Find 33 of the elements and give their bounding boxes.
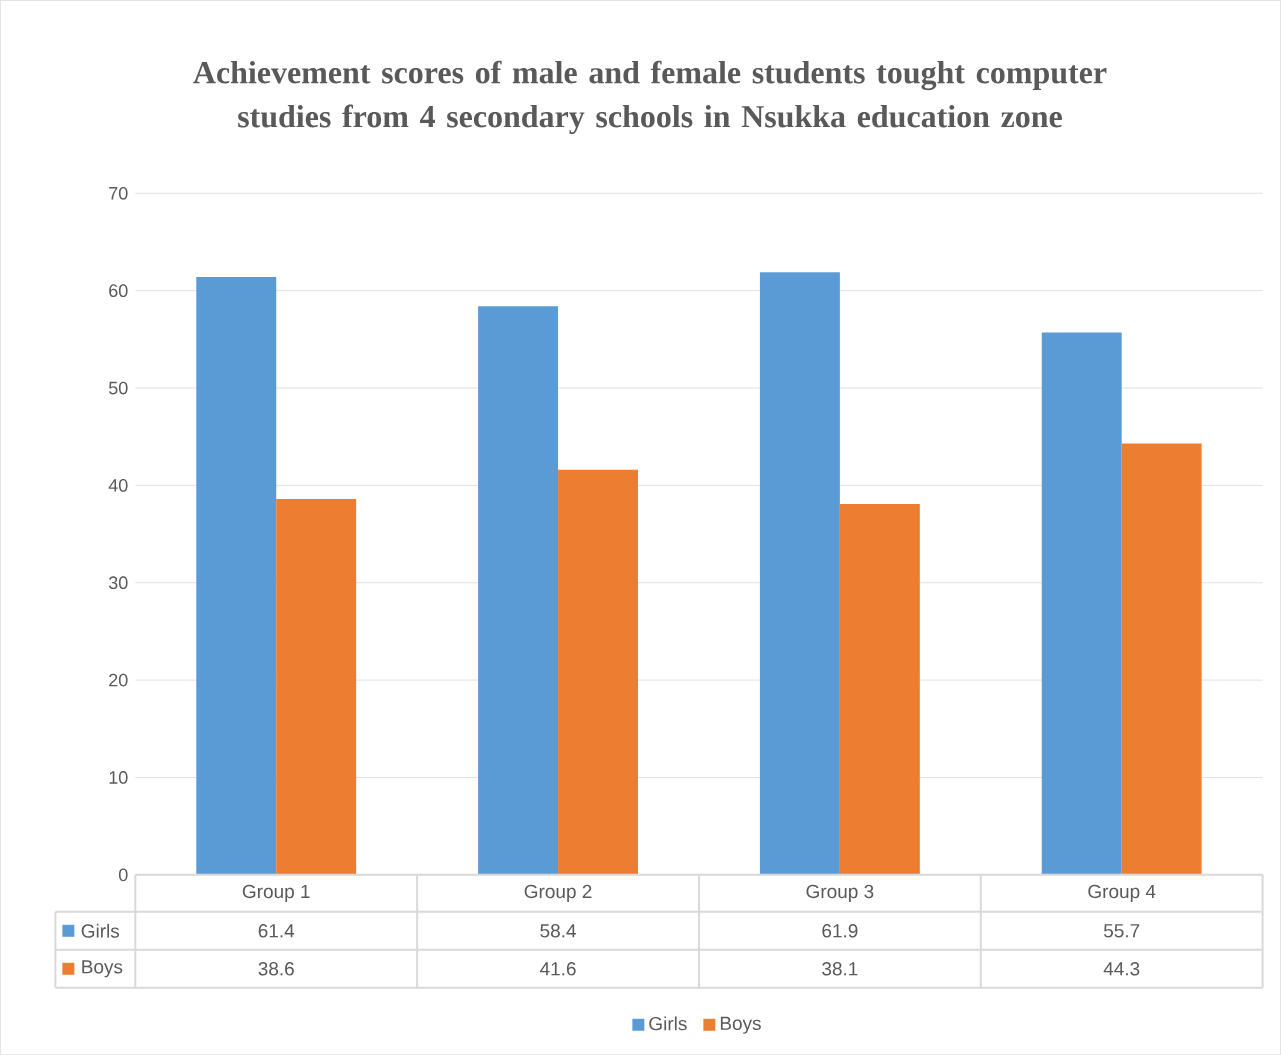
chart-title: Achievement scores of male and female students tought computer studies from 4 secondary schools in Nsukka education zone [193, 60, 1107, 134]
x-tick-label: Group 3 [806, 884, 874, 902]
data-label: 61.4 [258, 924, 295, 938]
data-label: 41.6 [540, 961, 576, 976]
y-tick-label: 30 [108, 576, 128, 590]
data-label: 44.3 [1103, 961, 1140, 976]
text: Girls [649, 1016, 687, 1031]
bar [759, 272, 840, 875]
bar [1041, 332, 1122, 875]
text: Boys [82, 960, 123, 978]
y-tick-label: 0 [118, 868, 128, 882]
bar [478, 306, 559, 875]
x-tick-label: Group 2 [524, 884, 592, 902]
data-label: 55.7 [1103, 924, 1140, 938]
y-tick-label: 20 [109, 673, 128, 687]
bar [839, 503, 920, 875]
bar [1121, 443, 1202, 875]
y-tick-label: 50 [108, 381, 128, 395]
y-tick-label: 40 [108, 478, 128, 492]
x-tick-label: Group 4 [1088, 884, 1156, 902]
data-label: 38.1 [822, 961, 858, 976]
legend-label: Boys [720, 1016, 761, 1034]
y-tick-label: 70 [109, 186, 128, 200]
data-label: 61.9 [822, 924, 858, 938]
bar [558, 469, 639, 875]
bar [276, 498, 357, 875]
data-label: 58.4 [540, 924, 576, 938]
y-tick-label: 60 [109, 284, 128, 297]
x-tick-label: Group 1 [242, 884, 310, 902]
bar [196, 276, 277, 875]
legend-label: Girls [81, 923, 120, 938]
data-label: 38.6 [258, 961, 294, 976]
y-tick-label: 10 [109, 771, 128, 784]
